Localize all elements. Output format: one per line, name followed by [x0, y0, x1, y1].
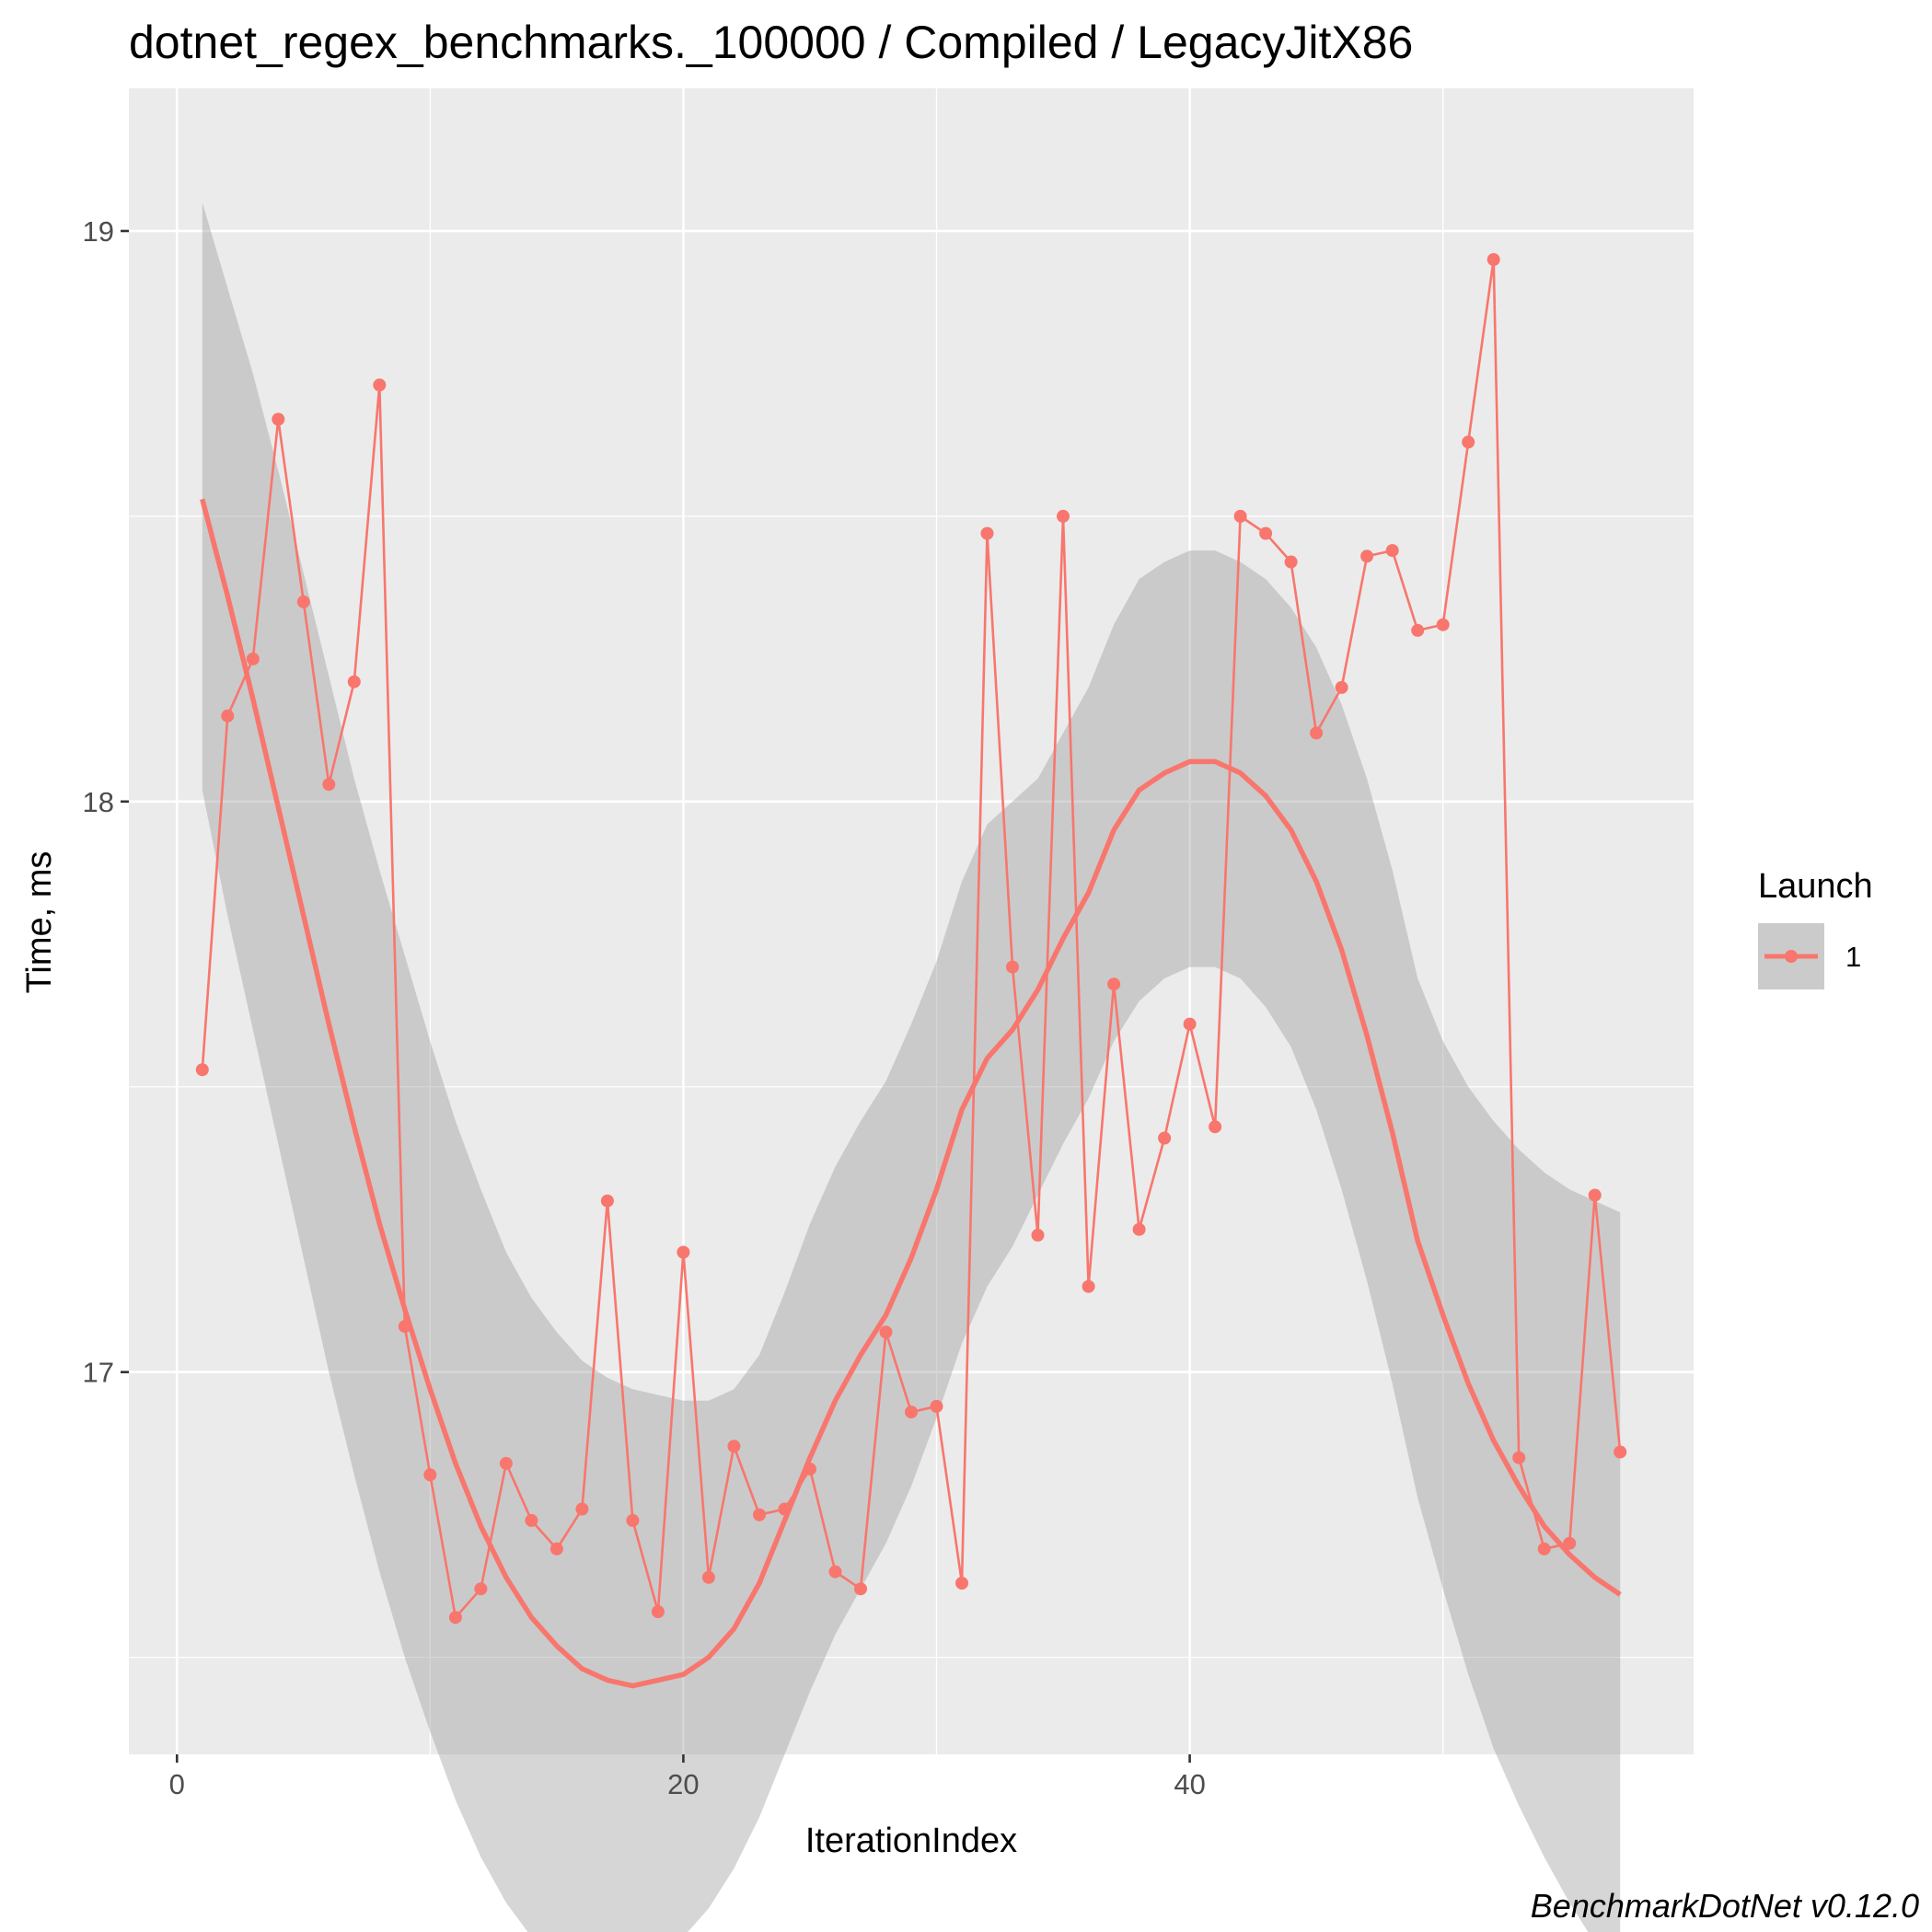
series-points-layer — [195, 253, 1627, 1625]
x-tick-label: 40 — [1174, 1768, 1205, 1800]
data-point — [677, 1245, 690, 1259]
data-point — [1512, 1451, 1526, 1464]
data-point — [221, 709, 235, 723]
data-point — [1310, 726, 1324, 740]
data-point — [525, 1513, 538, 1527]
data-point — [246, 652, 260, 665]
data-point — [1209, 1120, 1222, 1134]
data-point — [272, 412, 285, 426]
data-point — [626, 1513, 640, 1527]
data-point — [1335, 680, 1348, 694]
data-point — [1462, 435, 1475, 449]
y-tick-label: 18 — [83, 786, 114, 818]
data-point — [955, 1577, 968, 1590]
chart-title: dotnet_regex_benchmarks._100000 / Compil… — [129, 17, 1413, 68]
legend-label: 1 — [1845, 941, 1861, 973]
y-tick-label: 17 — [83, 1357, 114, 1389]
data-point — [778, 1502, 792, 1516]
data-point — [879, 1325, 893, 1339]
data-point — [980, 526, 994, 540]
data-point — [828, 1565, 842, 1579]
data-point — [804, 1463, 816, 1476]
grid-minor — [129, 88, 1694, 1754]
data-point — [1411, 623, 1425, 637]
data-point — [1563, 1536, 1577, 1550]
data-point — [195, 1063, 209, 1077]
x-axis-title: IterationIndex — [805, 1822, 1017, 1860]
data-point — [905, 1406, 918, 1419]
data-point — [448, 1611, 462, 1625]
caption: BenchmarkDotNet v0.12.0 — [1531, 1887, 1919, 1925]
y-axis-title: Time, ms — [20, 851, 59, 994]
data-point — [373, 378, 387, 392]
data-point — [1259, 526, 1273, 540]
data-point — [398, 1320, 411, 1334]
smooth-line — [200, 498, 1622, 1689]
data-point — [1360, 550, 1374, 563]
data-point — [1031, 1228, 1045, 1242]
data-point — [1537, 1542, 1551, 1556]
data-point — [701, 1570, 715, 1584]
data-point — [1006, 960, 1019, 974]
confidence-band-layer — [202, 202, 1621, 1932]
data-point — [347, 675, 361, 688]
data-point — [727, 1440, 741, 1453]
data-point — [600, 1194, 614, 1208]
data-point — [1487, 253, 1500, 266]
data-point — [499, 1456, 513, 1470]
legend-title: Launch — [1758, 867, 1873, 906]
legend: Launch 1 — [1758, 867, 1873, 989]
data-point — [1284, 555, 1298, 569]
data-point — [753, 1508, 766, 1521]
data-point — [1233, 509, 1247, 523]
data-point — [651, 1605, 665, 1618]
data-point — [1436, 618, 1450, 631]
data-point — [854, 1582, 867, 1596]
confidence-band — [202, 202, 1621, 1932]
data-point — [322, 778, 336, 792]
x-tick-label: 20 — [667, 1768, 699, 1800]
plot-panel — [129, 88, 1694, 1754]
data-point — [1082, 1279, 1095, 1293]
x-tick-label: 0 — [169, 1768, 185, 1800]
y-tick-label: 19 — [83, 215, 114, 248]
data-point — [1385, 544, 1399, 558]
data-point — [1107, 978, 1121, 991]
data-point — [575, 1502, 589, 1516]
data-point — [1057, 509, 1070, 523]
data-point — [474, 1582, 488, 1596]
smooth-line-layer — [200, 498, 1622, 1689]
data-point — [1183, 1017, 1197, 1031]
data-point — [1588, 1188, 1602, 1202]
x-axis: 0 20 40 — [169, 1754, 1206, 1800]
data-point — [1132, 1222, 1146, 1236]
data-point — [1614, 1445, 1627, 1459]
y-axis: 17 18 19 — [83, 215, 129, 1389]
data-point — [550, 1542, 563, 1556]
data-point — [930, 1399, 943, 1413]
data-point — [423, 1468, 437, 1482]
legend-key-point — [1785, 950, 1798, 963]
data-point — [1158, 1131, 1172, 1145]
data-point — [296, 595, 310, 608]
